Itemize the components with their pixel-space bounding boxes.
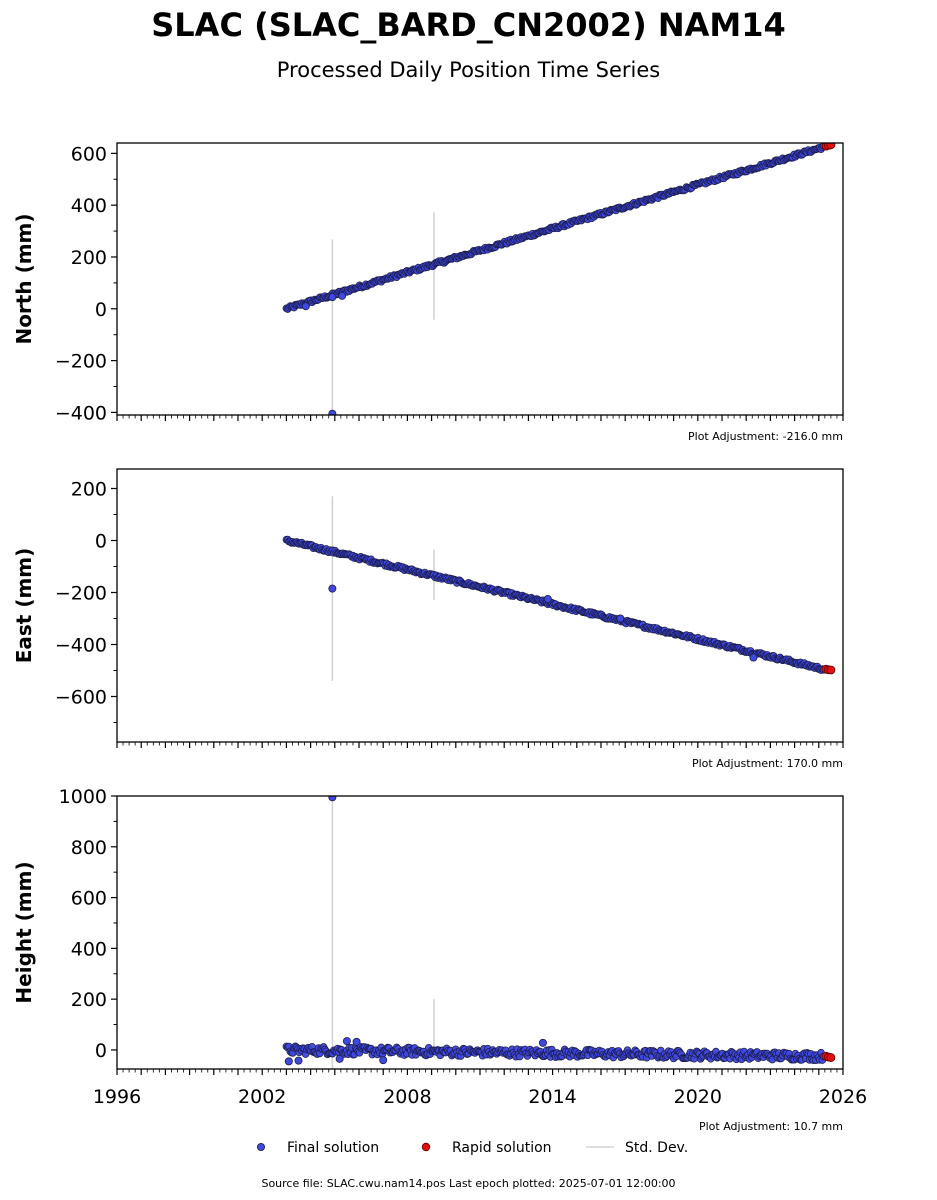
plot-frame (116, 142, 844, 416)
final-point-outlier (301, 302, 310, 311)
legend: Final solution Rapid solution Std. Dev. (256, 1140, 688, 1156)
legend-final-label: Final solution (287, 1140, 379, 1156)
x-tick-label: 2020 (674, 1086, 722, 1108)
final-point-outlier (616, 614, 625, 623)
x-tick-label: 2002 (238, 1086, 286, 1108)
data-layer (282, 796, 836, 1069)
y-tick-label: 400 (71, 938, 107, 960)
final-point-outlier (284, 1057, 293, 1066)
y-axis-label: East (mm) (12, 548, 36, 664)
panel-3: 0 200 400 600 800 1000 1996 2002 2008 2014 2020 202… (12, 786, 867, 1133)
final-point-outlier (352, 1037, 361, 1046)
legend-std-label: Std. Dev. (625, 1140, 688, 1156)
y-tick-label: 400 (71, 195, 107, 217)
final-point-outlier (335, 1054, 344, 1063)
y-tick-label: 0 (95, 531, 107, 553)
y-tick-label: 200 (71, 989, 107, 1011)
rapid-point (826, 143, 836, 150)
final-point-outlier (328, 796, 337, 802)
x-tick-label: 2008 (383, 1086, 431, 1108)
y-axis-label: North (mm) (12, 213, 36, 344)
final-point-outlier (543, 595, 552, 604)
y-tick-label: −200 (55, 351, 107, 373)
final-point-outlier (328, 584, 337, 593)
y-tick-label: 1000 (59, 786, 107, 808)
x-tick-label: 2026 (819, 1086, 867, 1108)
rapid-point (826, 1053, 836, 1062)
final-point-outlier (328, 293, 337, 302)
y-axis-label: Height (mm) (12, 861, 36, 1003)
plot-adjustment-note: Plot Adjustment: 170.0 mm (692, 757, 843, 770)
x-tick-label: 2014 (528, 1086, 576, 1108)
y-tick-label: 0 (95, 1040, 107, 1062)
y-tick-label: 800 (71, 837, 107, 859)
legend-final-marker (256, 1143, 265, 1152)
y-tick-label: −600 (55, 687, 107, 709)
y-tick-label: 600 (71, 888, 107, 910)
source-footer: Source file: SLAC.cwu.nam14.pos Last epo… (261, 1177, 676, 1190)
y-tick-label: −200 (55, 583, 107, 605)
data-layer (282, 496, 836, 681)
rapid-point (826, 665, 836, 675)
x-tick-label: 1996 (93, 1086, 141, 1108)
final-point-outlier (538, 1038, 547, 1047)
legend-rapid-marker (421, 1142, 431, 1152)
chart-title: SLAC (SLAC_BARD_CN2002) NAM14 (151, 6, 786, 44)
plot-adjustment-note: Plot Adjustment: 10.7 mm (699, 1120, 843, 1133)
plot-frame (116, 795, 844, 1070)
final-point-outlier (294, 1056, 303, 1065)
plot-frame (116, 468, 844, 743)
final-point-outlier (379, 1056, 388, 1065)
y-tick-label: 0 (95, 299, 107, 321)
panel-2: −600 −400 −200 0 200 East (mm) Plot Adjustment… (12, 468, 844, 770)
panel-1: −400 −200 0 200 400 600 North (mm) Plot Adjustm… (12, 142, 844, 443)
final-point-outlier (342, 1037, 351, 1046)
final-point-outlier (328, 409, 337, 415)
legend-rapid-label: Rapid solution (452, 1140, 552, 1156)
y-tick-label: −400 (55, 402, 107, 424)
final-point-outlier (749, 653, 758, 662)
data-layer (282, 143, 836, 415)
y-tick-label: 200 (71, 247, 107, 269)
y-tick-label: 200 (71, 479, 107, 501)
chart-subtitle: Processed Daily Position Time Series (276, 58, 661, 82)
y-tick-label: −400 (55, 635, 107, 657)
y-tick-label: 600 (71, 143, 107, 165)
plot-adjustment-note: Plot Adjustment: -216.0 mm (688, 430, 843, 443)
final-point-outlier (338, 291, 347, 300)
